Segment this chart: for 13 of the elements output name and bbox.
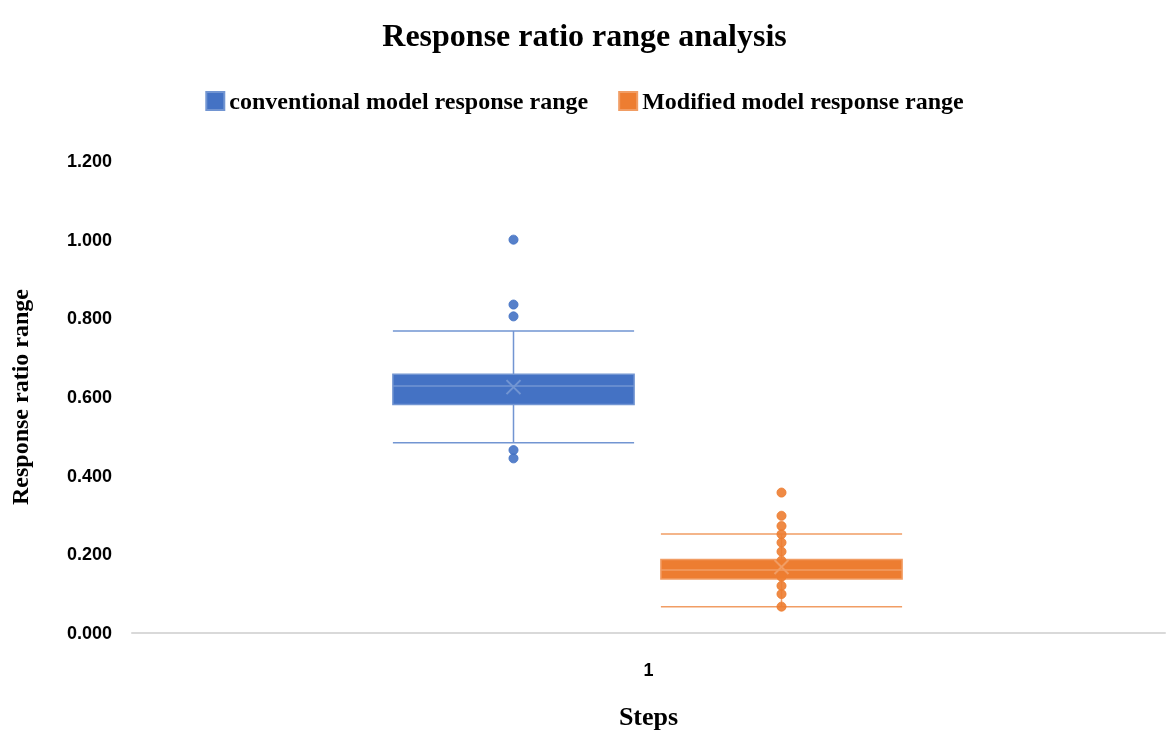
y-tick-label: 0.800 (66, 308, 112, 329)
y-tick-label: 0.000 (66, 623, 112, 643)
y-tick-label: 1.200 (66, 151, 112, 171)
chart-title: Response ratio range analysis (382, 17, 787, 53)
y-tick-label: 0.200 (66, 544, 112, 565)
legend-label: conventional model response range (229, 88, 589, 114)
x-axis-title: Steps (618, 701, 679, 731)
y-tick-label: 1.000 (66, 229, 112, 250)
x-tick-label: 1 (643, 660, 654, 680)
y-tick-label: 0.600 (66, 387, 112, 407)
legend-label: Modified model response range (642, 88, 965, 114)
y-axis-title: Response ratio range (7, 288, 33, 505)
y-tick-label: 0.400 (66, 465, 112, 486)
